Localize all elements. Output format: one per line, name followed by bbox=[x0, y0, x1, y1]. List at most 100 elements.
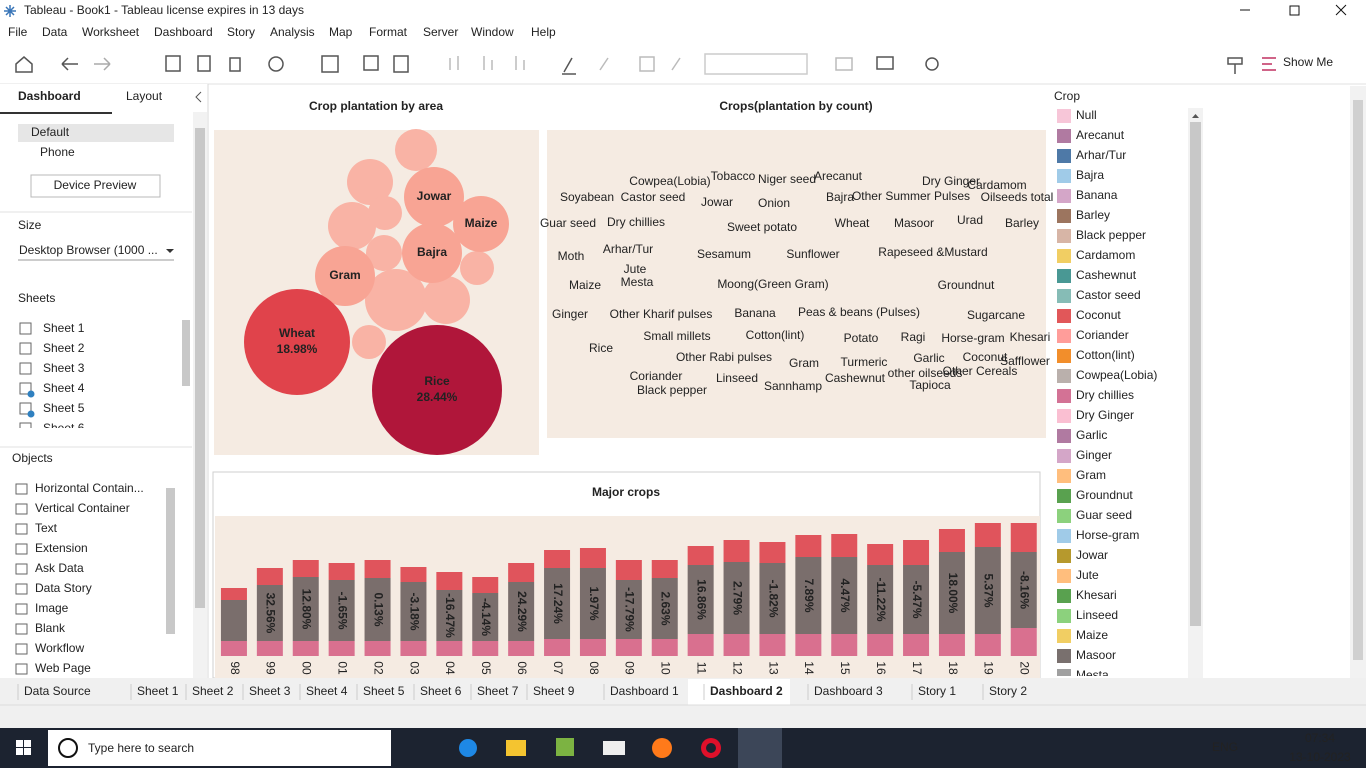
sheet-tab[interactable]: Dashboard 3 bbox=[814, 684, 883, 698]
sheet-item[interactable]: Sheet 5 bbox=[43, 401, 85, 415]
object-item[interactable]: Text bbox=[35, 521, 58, 535]
toolbar-icons[interactable] bbox=[15, 53, 1276, 75]
sheet-tab[interactable]: Sheet 7 bbox=[477, 684, 519, 698]
legend-label[interactable]: Groundnut bbox=[1076, 488, 1133, 502]
device-option[interactable]: Phone bbox=[40, 145, 75, 159]
scroll-thumb[interactable] bbox=[1190, 122, 1201, 626]
sheet-tab[interactable]: Story 1 bbox=[918, 684, 956, 698]
active-tab[interactable] bbox=[688, 679, 790, 705]
start-button[interactable] bbox=[16, 740, 31, 755]
selected-device[interactable] bbox=[18, 124, 174, 142]
object-item[interactable]: Horizontal Contain... bbox=[35, 481, 144, 495]
legend-label[interactable]: Cotton(lint) bbox=[1076, 348, 1135, 362]
scroll-thumb[interactable] bbox=[166, 488, 175, 634]
collapse-arrow[interactable] bbox=[195, 91, 202, 103]
menu-item[interactable]: File bbox=[8, 25, 28, 39]
sheet-tab[interactable]: Dashboard 1 bbox=[610, 684, 679, 698]
sheet-tab[interactable]: Dashboard 2 bbox=[710, 684, 783, 698]
sheet-item[interactable]: Sheet 4 bbox=[43, 381, 85, 395]
legend-label[interactable]: Jute bbox=[1076, 568, 1099, 582]
object-item[interactable]: Extension bbox=[35, 541, 88, 555]
sheet-tab[interactable]: Sheet 9 bbox=[533, 684, 575, 698]
sheet-tab[interactable]: Data Source bbox=[24, 684, 91, 698]
firefox-icon[interactable] bbox=[652, 738, 672, 758]
language[interactable]: ENG bbox=[1212, 740, 1238, 754]
device-option[interactable]: Default bbox=[31, 125, 70, 139]
dropdown-arrow[interactable] bbox=[166, 249, 174, 253]
legend-label[interactable]: Castor seed bbox=[1076, 288, 1141, 302]
legend-label[interactable]: Arecanut bbox=[1076, 128, 1125, 142]
legend-label[interactable]: Linseed bbox=[1076, 608, 1118, 622]
sheet-tab[interactable]: Sheet 6 bbox=[420, 684, 462, 698]
sheet-tab[interactable]: Sheet 3 bbox=[249, 684, 291, 698]
tableau-taskbar-button[interactable] bbox=[738, 728, 782, 768]
clock-date[interactable]: 13-10-2023 bbox=[1289, 750, 1351, 764]
sheet-item[interactable]: Sheet 2 bbox=[43, 341, 85, 355]
scroll-thumb[interactable] bbox=[182, 320, 190, 386]
size-value[interactable]: Desktop Browser (1000 ... bbox=[19, 243, 158, 257]
scroll-arrow[interactable] bbox=[1192, 114, 1199, 118]
device-preview-button[interactable] bbox=[30, 174, 161, 198]
menu-item[interactable]: Dashboard bbox=[154, 25, 213, 39]
object-item[interactable]: Image bbox=[35, 601, 69, 615]
sheet-item[interactable]: Sheet 3 bbox=[43, 361, 85, 375]
restore-button[interactable] bbox=[1289, 5, 1300, 16]
object-item[interactable]: Data Story bbox=[35, 581, 92, 595]
menu-item[interactable]: Worksheet bbox=[82, 25, 140, 39]
menu-item[interactable]: Window bbox=[471, 25, 514, 39]
legend-label[interactable]: Cowpea(Lobia) bbox=[1076, 368, 1157, 382]
sheet-tab[interactable]: Sheet 2 bbox=[192, 684, 234, 698]
explorer-icon[interactable] bbox=[506, 740, 526, 756]
menu-item[interactable]: Server bbox=[423, 25, 458, 39]
legend-label[interactable]: Bajra bbox=[1076, 168, 1104, 182]
legend-label[interactable]: Cashewnut bbox=[1076, 268, 1137, 282]
sheet-tab[interactable]: Story 2 bbox=[989, 684, 1027, 698]
legend-label[interactable]: Dry chillies bbox=[1076, 388, 1134, 402]
menu-item[interactable]: Analysis bbox=[270, 25, 315, 39]
show-me-button[interactable]: Show Me bbox=[1283, 55, 1333, 69]
legend-label[interactable]: Maize bbox=[1076, 628, 1108, 642]
object-item[interactable]: Ask Data bbox=[35, 561, 84, 575]
mail-icon[interactable] bbox=[603, 741, 625, 755]
clock-time[interactable]: 07:34 bbox=[1305, 731, 1335, 745]
legend-label[interactable]: Masoor bbox=[1076, 648, 1116, 662]
legend-label[interactable]: Arhar/Tur bbox=[1076, 148, 1126, 162]
legend-label[interactable]: Coconut bbox=[1076, 308, 1121, 322]
edge-icon[interactable] bbox=[459, 739, 477, 757]
menu-item[interactable]: Format bbox=[369, 25, 408, 39]
legend-label[interactable]: Guar seed bbox=[1076, 508, 1132, 522]
device-preview-label[interactable]: Device Preview bbox=[54, 178, 137, 192]
legend-label[interactable]: Mesta bbox=[1076, 668, 1109, 682]
search-box[interactable] bbox=[48, 730, 391, 766]
legend-label[interactable]: Khesari bbox=[1076, 588, 1117, 602]
legend-label[interactable]: Jowar bbox=[1076, 548, 1108, 562]
close-button[interactable] bbox=[1335, 4, 1347, 16]
legend-label[interactable]: Black pepper bbox=[1076, 228, 1146, 242]
panel-tab[interactable]: Layout bbox=[126, 89, 163, 103]
scroll-thumb[interactable] bbox=[195, 128, 205, 608]
legend-label[interactable]: Dry Ginger bbox=[1076, 408, 1134, 422]
panel-tab[interactable]: Dashboard bbox=[18, 89, 81, 103]
legend-label[interactable]: Coriander bbox=[1076, 328, 1129, 342]
search-placeholder[interactable]: Type here to search bbox=[88, 741, 194, 755]
sheet-item[interactable]: Sheet 1 bbox=[43, 321, 85, 335]
legend-label[interactable]: Null bbox=[1076, 108, 1097, 122]
legend-label[interactable]: Banana bbox=[1076, 188, 1118, 202]
legend-label[interactable]: Gram bbox=[1076, 468, 1106, 482]
object-item[interactable]: Vertical Container bbox=[35, 501, 130, 515]
sheet-tab[interactable]: Sheet 1 bbox=[137, 684, 179, 698]
menu-item[interactable]: Help bbox=[531, 25, 556, 39]
object-item[interactable]: Workflow bbox=[35, 641, 84, 655]
object-item[interactable]: Web Page bbox=[35, 661, 91, 675]
legend-label[interactable]: Barley bbox=[1076, 208, 1110, 222]
legend-label[interactable]: Horse-gram bbox=[1076, 528, 1139, 542]
menu-item[interactable]: Map bbox=[329, 25, 353, 39]
object-item[interactable]: Blank bbox=[35, 621, 66, 635]
legend-label[interactable]: Garlic bbox=[1076, 428, 1107, 442]
store-icon[interactable] bbox=[556, 738, 574, 756]
menu-item[interactable]: Data bbox=[42, 25, 68, 39]
menu-item[interactable]: Story bbox=[227, 25, 255, 39]
sheet-tab[interactable]: Sheet 4 bbox=[306, 684, 348, 698]
sheet-tab[interactable]: Sheet 5 bbox=[363, 684, 405, 698]
scroll-thumb[interactable] bbox=[1353, 100, 1363, 660]
